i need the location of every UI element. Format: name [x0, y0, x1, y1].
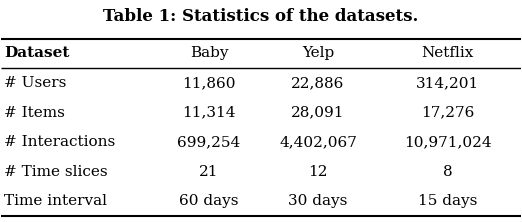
- Text: 28,091: 28,091: [291, 106, 345, 120]
- Text: 15 days: 15 days: [418, 194, 478, 208]
- Text: 30 days: 30 days: [289, 194, 348, 208]
- Text: 21: 21: [199, 165, 219, 179]
- Text: # Items: # Items: [4, 106, 65, 120]
- Text: # Time slices: # Time slices: [4, 165, 108, 179]
- Text: 4,402,067: 4,402,067: [279, 135, 357, 149]
- Text: Baby: Baby: [190, 46, 228, 60]
- Text: 11,860: 11,860: [182, 76, 236, 90]
- Text: 11,314: 11,314: [182, 106, 236, 120]
- Text: 60 days: 60 days: [180, 194, 239, 208]
- Text: 8: 8: [443, 165, 453, 179]
- Text: 10,971,024: 10,971,024: [404, 135, 492, 149]
- Text: 17,276: 17,276: [421, 106, 474, 120]
- Text: # Interactions: # Interactions: [4, 135, 115, 149]
- Text: 699,254: 699,254: [177, 135, 241, 149]
- Text: 12: 12: [309, 165, 328, 179]
- Text: Dataset: Dataset: [4, 46, 69, 60]
- Text: Netflix: Netflix: [422, 46, 474, 60]
- Text: # Users: # Users: [4, 76, 66, 90]
- Text: Time interval: Time interval: [4, 194, 107, 208]
- Text: 22,886: 22,886: [291, 76, 345, 90]
- Text: Table 1: Statistics of the datasets.: Table 1: Statistics of the datasets.: [103, 8, 419, 25]
- Text: Yelp: Yelp: [302, 46, 334, 60]
- Text: 314,201: 314,201: [416, 76, 480, 90]
